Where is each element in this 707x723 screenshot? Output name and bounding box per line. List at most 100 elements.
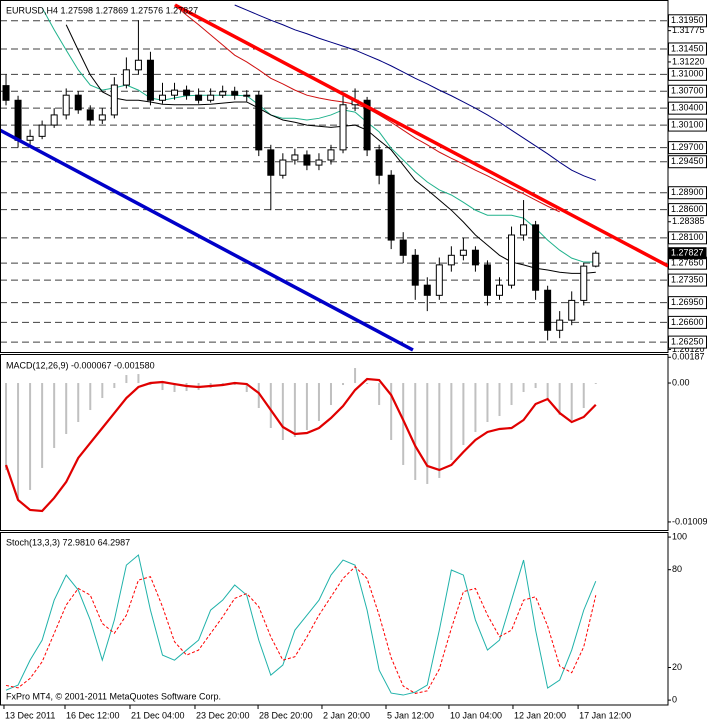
oscillator-line: [5, 566, 597, 694]
y-tick-label: 0.00187: [672, 352, 705, 362]
candle-body: [483, 264, 491, 296]
moving-average: [65, 24, 596, 274]
trendline: [1, 128, 414, 352]
y-tick-label: 100: [672, 531, 687, 541]
histogram-bar: [41, 383, 44, 468]
histogram-bar: [53, 383, 56, 448]
histogram-bar: [534, 383, 537, 389]
histogram-bar: [317, 383, 320, 421]
y-tick-label: 1.26120: [672, 344, 705, 354]
candle-body: [508, 234, 516, 286]
candle-body: [387, 174, 395, 241]
histogram-bar: [29, 383, 32, 490]
y-tick-label: -0.01009: [672, 516, 707, 526]
histogram-bar: [269, 383, 272, 429]
last-price-box: [668, 247, 707, 260]
y-tick-label: 0.00: [672, 377, 690, 387]
oscillator-line: [5, 554, 597, 696]
candle-body: [50, 114, 58, 126]
level-label: 1.30400: [671, 103, 704, 113]
histogram-bar: [510, 383, 513, 406]
histogram-bar: [594, 383, 597, 384]
histogram-bar: [173, 383, 176, 393]
y-tick-label: 1.31775: [672, 25, 705, 35]
histogram-bar: [89, 383, 92, 411]
x-tick-label: 12 Jan 20:00: [514, 710, 566, 720]
histogram-bar: [125, 375, 128, 384]
candle-body: [363, 99, 371, 151]
candle-body: [411, 254, 419, 286]
candle-body: [86, 109, 94, 121]
histogram-bar: [77, 383, 80, 422]
histogram-bar: [474, 383, 477, 432]
y-tick-label: 0: [672, 694, 677, 704]
histogram-bar: [245, 383, 248, 393]
candle-body: [544, 289, 552, 331]
level-label: 1.29450: [671, 156, 704, 166]
candle-body: [267, 149, 275, 176]
level-label: 1.26950: [671, 297, 704, 307]
last-price-label: 1.27827: [671, 248, 704, 258]
histogram-bar: [342, 383, 345, 386]
level-label: 1.26250: [671, 336, 704, 346]
histogram-bar: [558, 383, 561, 416]
panel-plot: [4, 368, 597, 513]
stoch-panel-frame: [0, 532, 669, 706]
candle-body: [580, 265, 588, 301]
candle-body: [38, 124, 46, 137]
candle-body: [62, 94, 70, 116]
candle-body: [399, 239, 407, 256]
candle-body: [171, 89, 179, 96]
histogram-bar: [293, 383, 296, 437]
level-label: 1.31000: [671, 69, 704, 79]
histogram-bar: [450, 383, 453, 460]
histogram-bar: [438, 383, 441, 478]
histogram-bar: [305, 383, 308, 430]
level-label: 1.31450: [671, 43, 704, 53]
level-label: 1.30700: [671, 86, 704, 96]
level-label: 1.28100: [671, 232, 704, 242]
histogram-bar: [366, 383, 369, 385]
panel-title: Stoch(13,3,3) 72.9810 64.2987: [6, 537, 130, 547]
price-panel-frame: [0, 0, 669, 353]
candle-body: [435, 264, 443, 296]
histogram-bar: [522, 383, 525, 393]
signal-line: [4, 377, 597, 513]
level-label: 1.27650: [671, 258, 704, 268]
candle-body: [98, 114, 106, 121]
candle-body: [14, 99, 22, 141]
histogram-bar: [486, 383, 489, 422]
y-tick-label: 1.31220: [672, 56, 705, 66]
moving-average: [41, 7, 596, 263]
candle-body: [291, 154, 299, 161]
x-tick-label: 13 Dec 2011: [5, 710, 55, 720]
candle-body: [134, 59, 142, 71]
histogram-bar: [5, 383, 8, 470]
candle-body: [327, 149, 335, 161]
candle-body: [2, 85, 10, 101]
panel-title: EURUSD,H4 1.27598 1.27869 1.27576 1.2782…: [6, 5, 198, 15]
candle-body: [568, 299, 576, 321]
x-tick-label: 21 Dec 04:00: [131, 710, 185, 720]
level-label: 1.27350: [671, 274, 704, 284]
histogram-bar: [426, 383, 429, 484]
histogram-bar: [546, 383, 549, 401]
candle-body: [195, 94, 203, 101]
histogram-bar: [137, 374, 140, 384]
candle-body: [459, 249, 467, 256]
candle-body: [495, 284, 503, 296]
macd-panel-frame: [0, 354, 669, 531]
histogram-bar: [402, 383, 405, 465]
x-tick-label: 17 Jan 12:00: [579, 710, 631, 720]
moving-average: [234, 4, 596, 181]
level-label: 1.31950: [671, 15, 704, 25]
x-tick-label: 2 Jan 20:00: [323, 710, 370, 720]
level-label: 1.26600: [671, 317, 704, 327]
histogram-bar: [329, 383, 332, 406]
histogram-bar: [101, 383, 104, 399]
candle-body: [26, 135, 34, 141]
level-label: 1.28600: [671, 204, 704, 214]
y-tick-label: 1.28385: [672, 216, 705, 226]
